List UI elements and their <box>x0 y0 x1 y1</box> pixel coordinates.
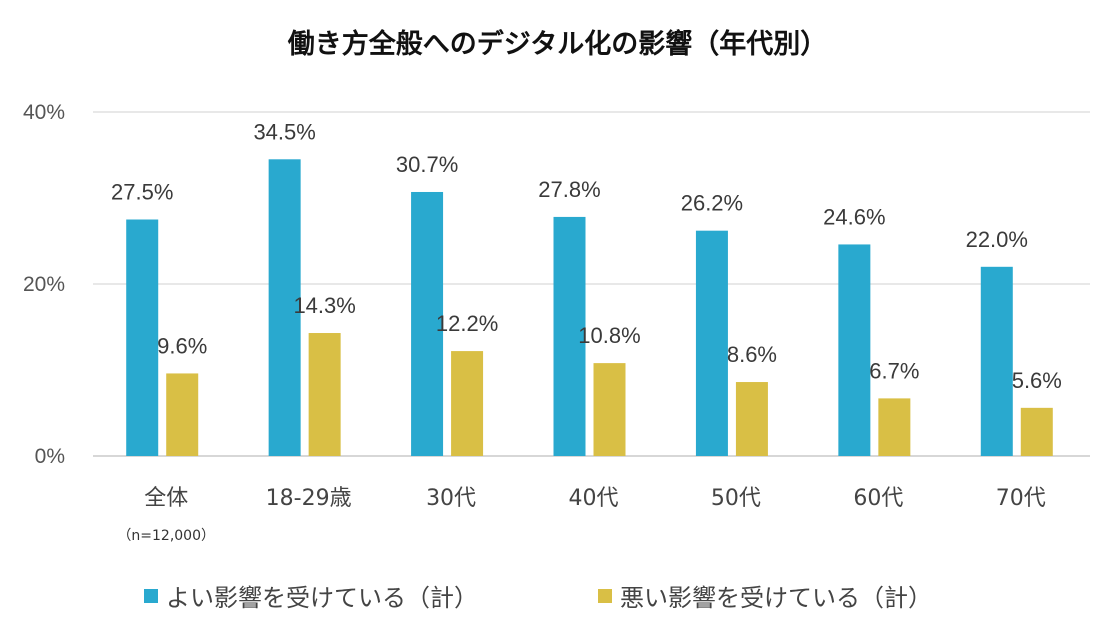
legend: よい影響を受けている（計） 悪い影響を受けている（計） <box>0 578 1115 618</box>
bar-good <box>838 244 871 456</box>
y-tick-label: 40% <box>23 101 65 124</box>
bar-good <box>411 191 444 457</box>
data-label: 27.8% <box>538 177 600 202</box>
data-label: 5.6% <box>1012 368 1062 393</box>
data-label: 24.6% <box>823 204 885 229</box>
x-tick-label: 50代 <box>711 486 761 511</box>
x-tick-label: 30代 <box>426 486 476 511</box>
bar-bad <box>166 373 199 456</box>
bar-bad <box>593 363 626 456</box>
x-tick-label: 18-29歳 <box>266 486 352 511</box>
x-tick-label: 70代 <box>996 486 1046 511</box>
data-label: 26.2% <box>681 191 743 216</box>
x-tick-label: 全体 <box>144 486 188 511</box>
bar-good <box>126 219 159 456</box>
data-label: 34.5% <box>253 119 315 144</box>
bar-bad <box>878 398 911 456</box>
data-label: 8.6% <box>727 342 777 367</box>
legend-label-good: よい影響を受けている（計） <box>166 584 478 612</box>
bar-good <box>553 216 586 456</box>
legend-swatch-good <box>144 588 158 603</box>
legend-label-bad: 悪い影響を受けている（計） <box>620 584 932 612</box>
data-label: 9.6% <box>157 333 207 358</box>
data-label: 27.5% <box>111 180 173 205</box>
legend-swatch-bad <box>598 588 612 603</box>
data-label: 22.0% <box>966 227 1028 252</box>
bar-bad <box>308 333 341 456</box>
y-tick-label: 20% <box>23 273 65 296</box>
sample-size-note: （n=12,000） <box>117 528 215 544</box>
legend-item-bad: 悪い影響を受けている（計） <box>598 578 932 613</box>
bar-bad <box>1020 407 1053 456</box>
bar-good <box>980 266 1013 456</box>
bar-bad <box>451 351 484 456</box>
data-label: 14.3% <box>293 293 355 318</box>
x-tick-label: 40代 <box>569 486 619 511</box>
bar-good <box>268 159 301 457</box>
data-label: 10.8% <box>578 323 640 348</box>
data-label: 6.7% <box>869 358 919 383</box>
y-tick-label: 0% <box>35 445 65 468</box>
legend-item-good: よい影響を受けている（計） <box>144 578 478 613</box>
chart-title: 働き方全般へのデジタル化の影響（年代別） <box>287 29 828 60</box>
x-tick-label: 60代 <box>853 486 903 511</box>
bar-bad <box>735 382 768 456</box>
data-label: 30.7% <box>396 152 458 177</box>
bar-good <box>695 230 728 456</box>
data-label: 12.2% <box>436 311 498 336</box>
